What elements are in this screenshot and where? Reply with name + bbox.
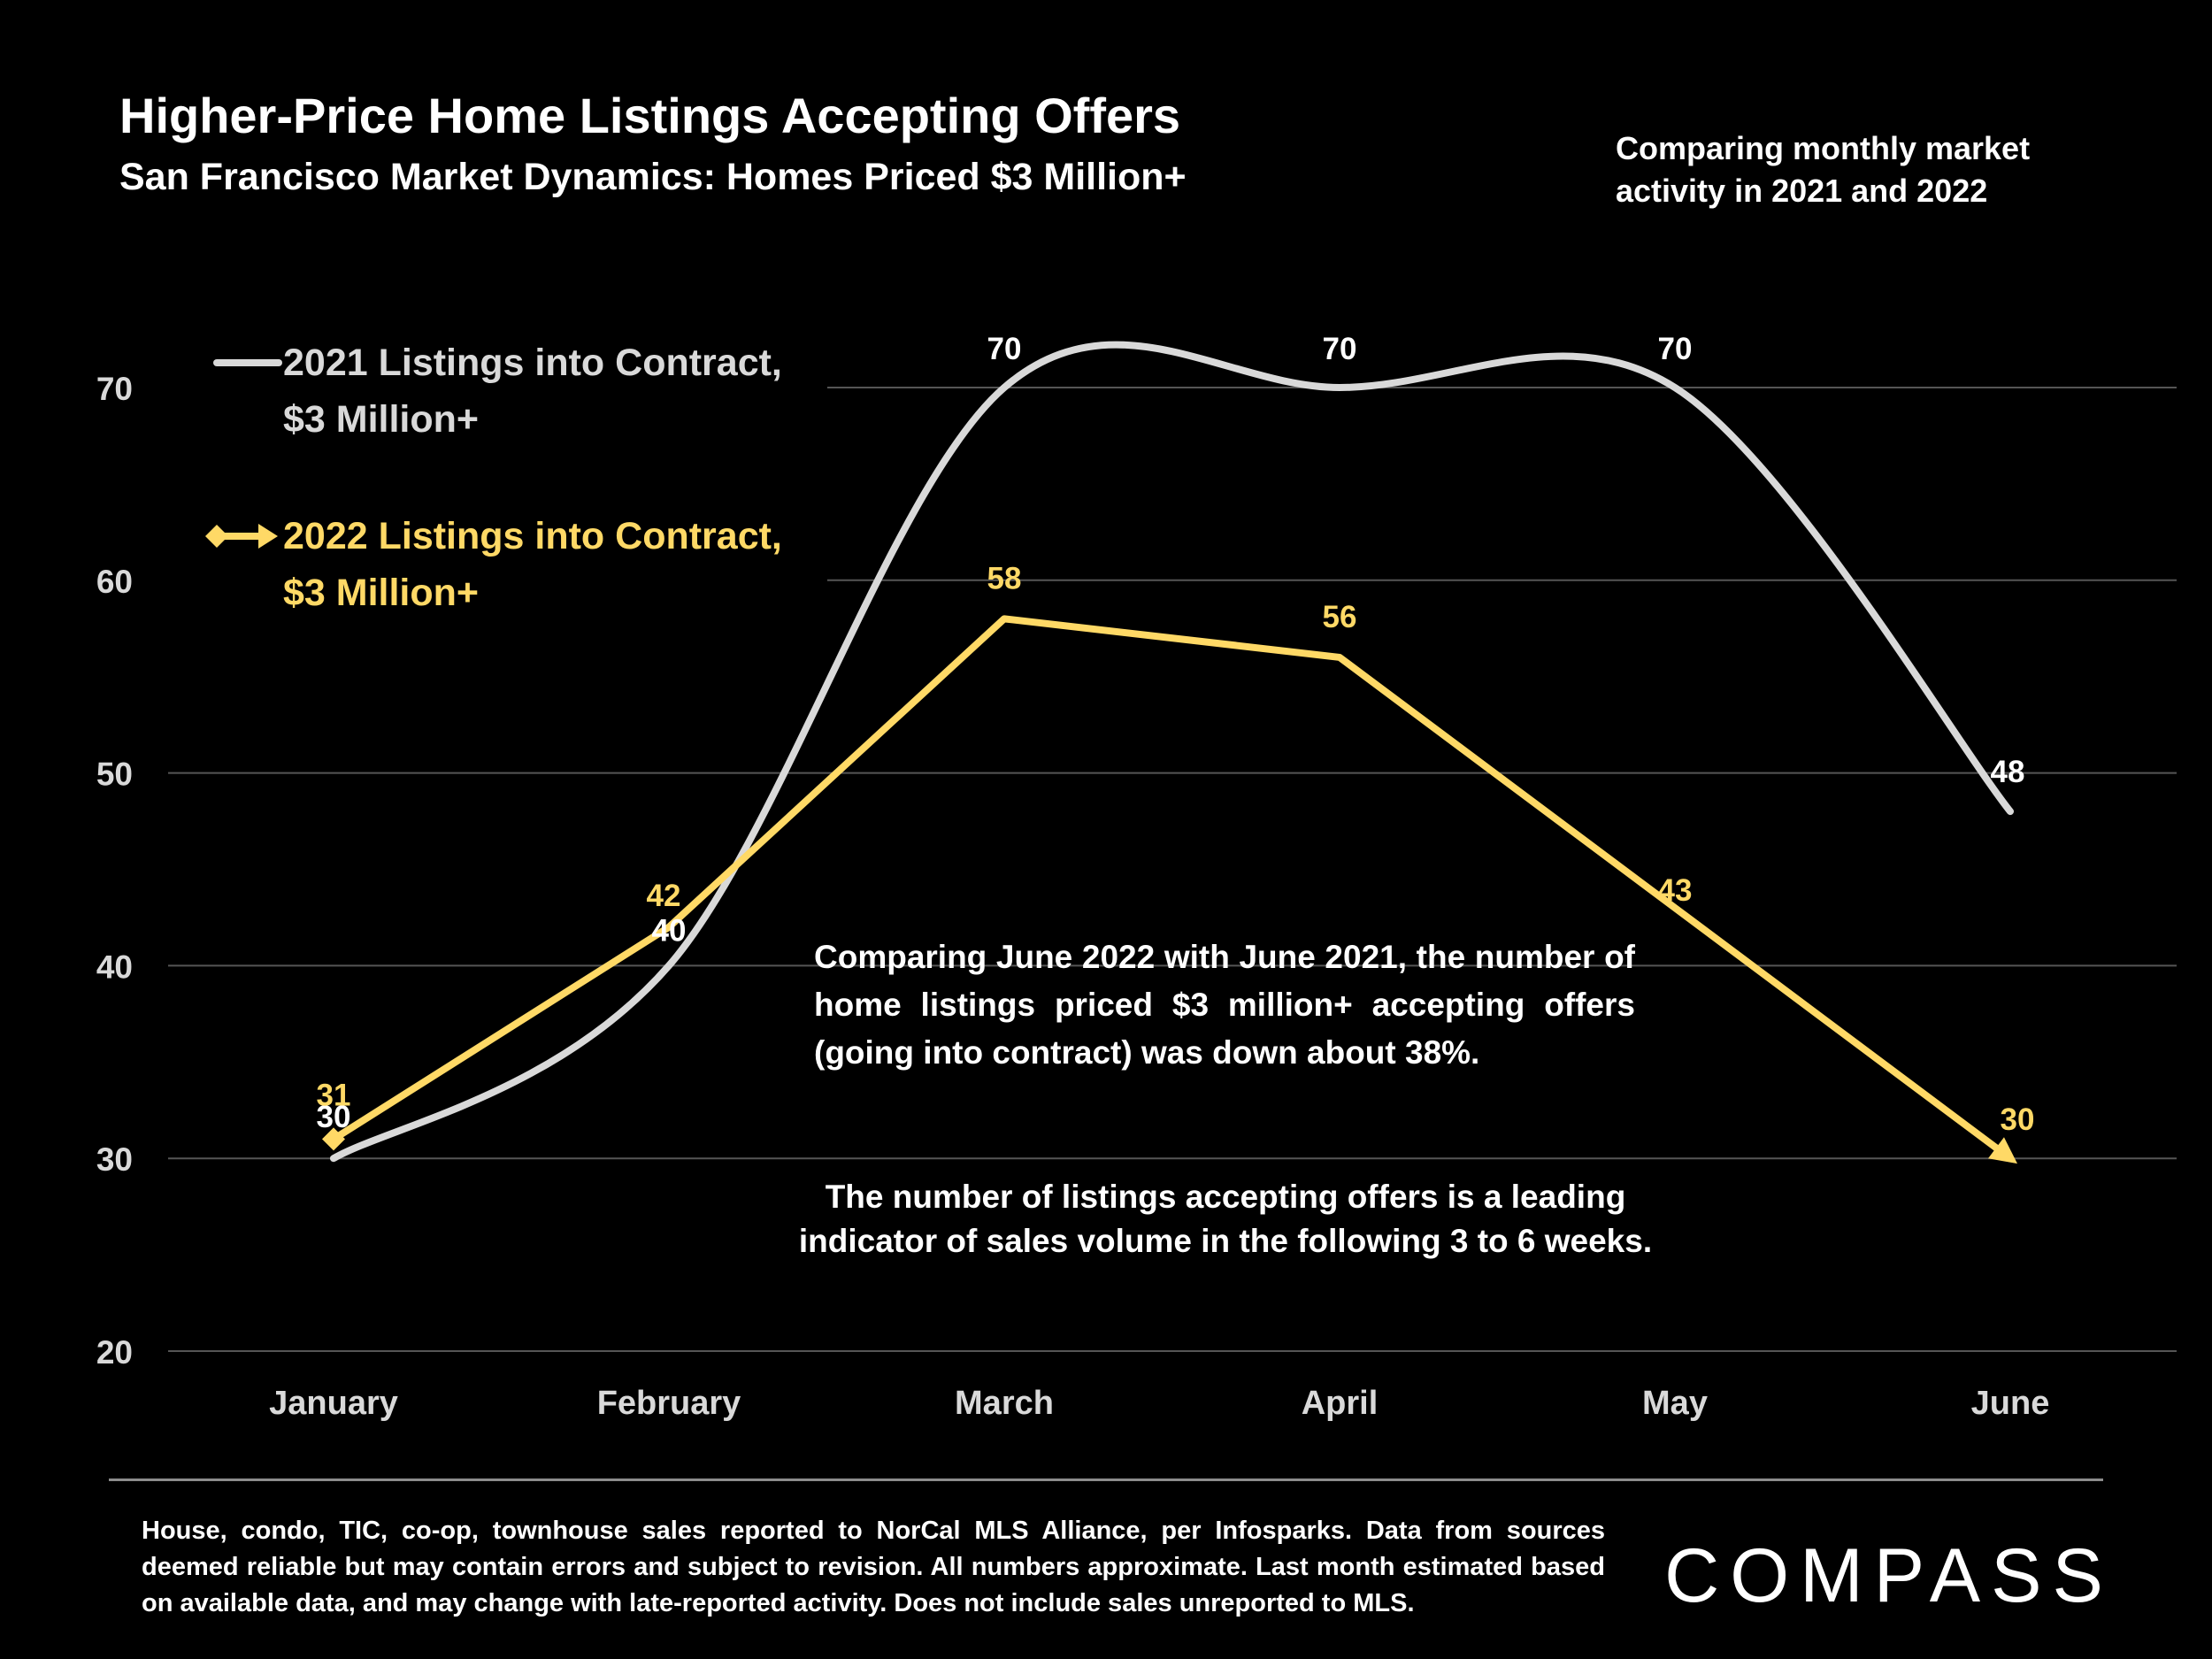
legend-item-2022: 2022 Listings into Contract, $3 Million+: [205, 515, 782, 614]
y-tick-70: 70: [96, 371, 133, 407]
x-tick-march: March: [955, 1385, 1054, 1422]
data-label-2021-january: 30: [317, 1100, 351, 1134]
line-chart: 20 30 40 50 60 70 January February March April Ma…: [96, 332, 2177, 1422]
x-axis-ticks: January February March April May June: [269, 1385, 2049, 1422]
legend-label-2022-line2: $3 Million+: [283, 572, 479, 614]
compass-logo: COMPASS: [1664, 1533, 2114, 1616]
y-tick-50: 50: [96, 757, 133, 793]
chart-subtitle: San Francisco Market Dynamics: Homes Pri…: [119, 156, 1187, 198]
y-tick-40: 40: [96, 949, 133, 985]
series-2022-end-arrow: [1988, 1137, 2018, 1164]
data-label-2021-june: 48: [1991, 755, 2025, 789]
legend-arrow-marker: [258, 524, 278, 549]
data-label-2022-june: 30: [2001, 1102, 2035, 1137]
x-tick-june: June: [1971, 1385, 2050, 1422]
y-axis-ticks: 20 30 40 50 60 70: [96, 371, 133, 1371]
data-label-2021-march: 70: [987, 332, 1022, 366]
legend: 2021 Listings into Contract, $3 Million+…: [205, 342, 782, 614]
data-label-2021-april: 70: [1323, 332, 1357, 366]
legend-label-2021-line1: 2021 Listings into Contract,: [283, 342, 782, 384]
legend-item-2021: 2021 Listings into Contract, $3 Million+: [213, 342, 782, 441]
data-label-2022-march: 58: [987, 561, 1022, 595]
data-label-2022-april: 56: [1323, 600, 1357, 634]
footnote: House, condo, TIC, co-op, townhouse sale…: [142, 1517, 1605, 1617]
leading-indicator-annotation: The number of listings accepting offers …: [798, 1179, 1653, 1259]
series-lines: [322, 341, 2018, 1164]
series-2022-start-marker: [322, 1127, 345, 1151]
y-tick-60: 60: [96, 564, 133, 600]
series-line-2022: [331, 615, 2013, 1162]
gridlines: [168, 387, 2177, 1352]
data-label-2021-february: 40: [652, 913, 687, 948]
x-tick-april: April: [1302, 1385, 1379, 1422]
legend-diamond-marker: [205, 525, 228, 548]
legend-label-2022-line1: 2022 Listings into Contract,: [283, 515, 782, 557]
legend-label-2021-line2: $3 Million+: [283, 398, 479, 441]
y-tick-30: 30: [96, 1141, 133, 1178]
comparison-note: Comparing monthly market activity in 202…: [1616, 130, 2031, 209]
data-label-2022-january: 31: [317, 1078, 351, 1112]
y-tick-20: 20: [96, 1334, 133, 1371]
data-label-2021-may: 70: [1658, 332, 1693, 366]
footer-divider: [109, 1479, 2103, 1481]
compass-logo-text: COMPASS: [1664, 1533, 2114, 1616]
x-tick-may: May: [1642, 1385, 1708, 1422]
data-label-2022-february: 42: [647, 879, 681, 913]
series-line-2021: [330, 341, 2014, 1163]
data-label-2022-may: 43: [1658, 873, 1693, 908]
chart-title: Higher-Price Home Listings Accepting Off…: [119, 88, 1181, 143]
data-labels: 30 40 70 70 70 48 31 42 58 56 43 30: [317, 332, 2035, 1137]
june-comparison-annotation: Comparing June 2022 with June 2021, the …: [814, 939, 1635, 1071]
x-tick-january: January: [269, 1385, 398, 1422]
x-tick-february: February: [597, 1385, 741, 1422]
